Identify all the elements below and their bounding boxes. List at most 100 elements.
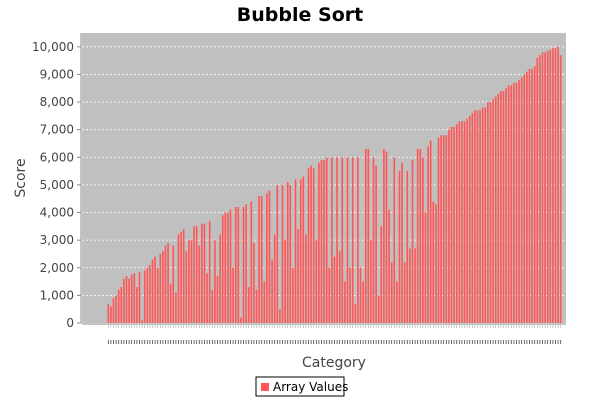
bar <box>159 253 162 323</box>
y-tick-label: 3,000 <box>40 233 74 247</box>
bar <box>125 276 128 323</box>
bar <box>297 229 299 323</box>
bar <box>528 68 531 324</box>
bar <box>175 292 177 323</box>
bar <box>380 226 383 323</box>
bar <box>554 48 557 323</box>
y-tick-label: 2,000 <box>40 261 74 275</box>
bar <box>164 245 167 323</box>
bar <box>284 240 286 323</box>
bar <box>323 160 325 323</box>
bar <box>289 184 292 323</box>
bar <box>518 79 520 323</box>
bar <box>424 212 427 323</box>
bar <box>120 287 123 323</box>
bar <box>409 248 411 323</box>
bar <box>466 118 468 324</box>
bar <box>385 151 388 323</box>
bar <box>247 287 250 323</box>
bar <box>531 68 533 324</box>
bar <box>559 55 562 323</box>
bar <box>479 110 481 323</box>
bar <box>505 88 507 324</box>
y-tick-label: 10,000 <box>32 40 74 54</box>
bar <box>427 146 429 323</box>
bar <box>276 184 279 323</box>
bar <box>552 48 554 323</box>
bar <box>492 99 494 323</box>
bar <box>357 157 359 323</box>
bar <box>133 273 136 323</box>
bar <box>281 184 284 323</box>
bar <box>411 160 414 323</box>
bar <box>351 157 354 323</box>
bar <box>331 157 333 323</box>
bar <box>435 204 437 323</box>
bar <box>422 157 424 323</box>
bar <box>211 289 214 323</box>
bar <box>383 149 385 323</box>
bar <box>333 256 336 323</box>
bar <box>320 160 323 323</box>
bar <box>445 135 448 323</box>
bar <box>180 231 182 323</box>
bar <box>242 207 245 323</box>
bar <box>193 226 195 323</box>
bar <box>414 248 416 323</box>
bar <box>221 215 224 323</box>
bar <box>198 245 201 323</box>
bar <box>539 55 541 323</box>
bar <box>440 135 442 323</box>
bar <box>336 157 338 323</box>
bar <box>110 306 112 323</box>
y-tick-label: 5,000 <box>40 178 74 192</box>
bar <box>136 287 138 323</box>
bar <box>107 303 110 323</box>
bar <box>544 52 546 323</box>
bar <box>338 251 341 323</box>
bar <box>115 295 117 323</box>
y-tick-label: 0 <box>66 316 74 330</box>
bar <box>403 262 406 323</box>
bar <box>359 267 362 323</box>
bar <box>255 289 258 323</box>
bar <box>151 259 154 323</box>
bar <box>299 179 302 323</box>
y-axis: 0 1,000 2,000 3,000 4,000 5,000 6,000 7,000 8,00… <box>32 33 82 330</box>
y-tick-label: 6,000 <box>40 150 74 164</box>
bar <box>396 281 398 323</box>
bar <box>557 46 559 324</box>
bar <box>474 110 476 323</box>
bar <box>271 259 273 323</box>
bar <box>523 74 526 324</box>
bar <box>437 137 440 323</box>
bar <box>416 149 419 323</box>
bar <box>458 121 461 323</box>
x-axis-title: Category <box>302 355 366 371</box>
bar <box>533 66 536 323</box>
bar <box>476 110 479 323</box>
bar <box>201 223 203 323</box>
bar <box>263 281 266 323</box>
bar <box>305 234 307 323</box>
bar <box>468 115 471 323</box>
bar <box>224 212 227 323</box>
bar <box>455 124 458 323</box>
legend-swatch <box>261 383 269 391</box>
bar <box>146 267 149 323</box>
bar <box>154 256 156 323</box>
bar <box>167 242 169 323</box>
bar <box>253 242 255 323</box>
bar <box>450 126 453 324</box>
bar <box>112 298 115 323</box>
bar <box>286 182 289 323</box>
bar <box>515 82 518 324</box>
bar <box>398 171 401 323</box>
bar <box>453 126 455 324</box>
bar <box>388 209 390 323</box>
bar <box>463 121 466 323</box>
bar <box>429 140 432 323</box>
bar <box>149 265 151 323</box>
bar <box>188 240 190 323</box>
